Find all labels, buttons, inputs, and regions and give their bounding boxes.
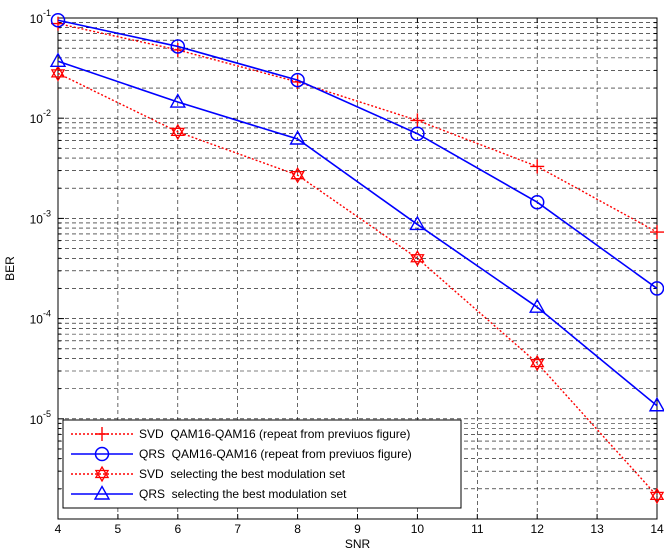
y-tick-label: 10-3: [30, 208, 51, 226]
series-marker: [290, 166, 305, 184]
series-marker: [529, 298, 546, 313]
series-line: [57, 22, 658, 233]
legend-marker: [95, 427, 109, 441]
series-group: [49, 12, 664, 505]
x-tick-label: 8: [294, 522, 301, 536]
x-tick-label: 11: [471, 522, 484, 536]
series-marker: [410, 249, 425, 267]
series-marker: [169, 93, 186, 108]
series-marker: [290, 72, 305, 88]
series-marker: [530, 159, 545, 174]
series-marker: [529, 194, 545, 210]
x-tick-label: 5: [115, 522, 122, 536]
legend-label: QRS QAM16-QAM16 (repeat from previuos fi…: [139, 447, 412, 461]
y-axis-label: BER: [3, 256, 17, 281]
series-marker: [649, 487, 664, 505]
x-tick-label: 7: [234, 522, 241, 536]
x-tick-label: 10: [411, 522, 425, 536]
series-marker: [410, 113, 425, 128]
x-tick-label: 9: [354, 522, 361, 536]
legend-marker: [94, 465, 110, 483]
series-line: [57, 19, 658, 290]
y-tick-label: 10-4: [30, 309, 51, 327]
y-tick-label: 10-5: [30, 409, 51, 427]
series-4: [49, 52, 664, 412]
series-marker: [50, 65, 66, 82]
legend-label: SVD QAM16-QAM16 (repeat from previuos fi…: [139, 427, 410, 441]
series-line: [57, 60, 658, 407]
x-tick-label: 13: [590, 522, 604, 536]
x-axis-label: SNR: [345, 537, 371, 551]
legend-label: QRS selecting the best modulation set: [139, 487, 347, 501]
series-marker: [170, 39, 186, 54]
series-marker: [170, 123, 186, 141]
series-3: [50, 65, 664, 505]
series-marker: [410, 126, 425, 141]
series-2: [50, 12, 664, 296]
x-tick-label: 4: [55, 522, 62, 536]
y-tick-label: 10-2: [30, 108, 51, 126]
series-marker: [650, 225, 664, 240]
series-marker: [648, 396, 664, 412]
legend-marker: [93, 485, 111, 500]
x-tick-label: 6: [174, 522, 181, 536]
axis-ticks: 4 5 6 7 8 9 10 11 12 13 14 10-1 10-2 10-3 10-4 10-5: [30, 8, 664, 536]
series-marker: [49, 52, 67, 67]
x-tick-label: 14: [650, 522, 664, 536]
series-marker: [289, 130, 306, 145]
series-marker: [51, 16, 65, 31]
legend-marker: [94, 446, 110, 462]
legend: SVD QAM16-QAM16 (repeat from previuos fi…: [62, 419, 462, 509]
x-tick-label: 12: [531, 522, 545, 536]
series-marker: [50, 12, 66, 28]
legend-label: SVD selecting the best modulation set: [139, 467, 346, 481]
series-marker: [529, 354, 545, 372]
y-tick-label: 10-1: [30, 8, 51, 26]
series-marker: [409, 215, 426, 231]
series-line: [57, 72, 658, 497]
